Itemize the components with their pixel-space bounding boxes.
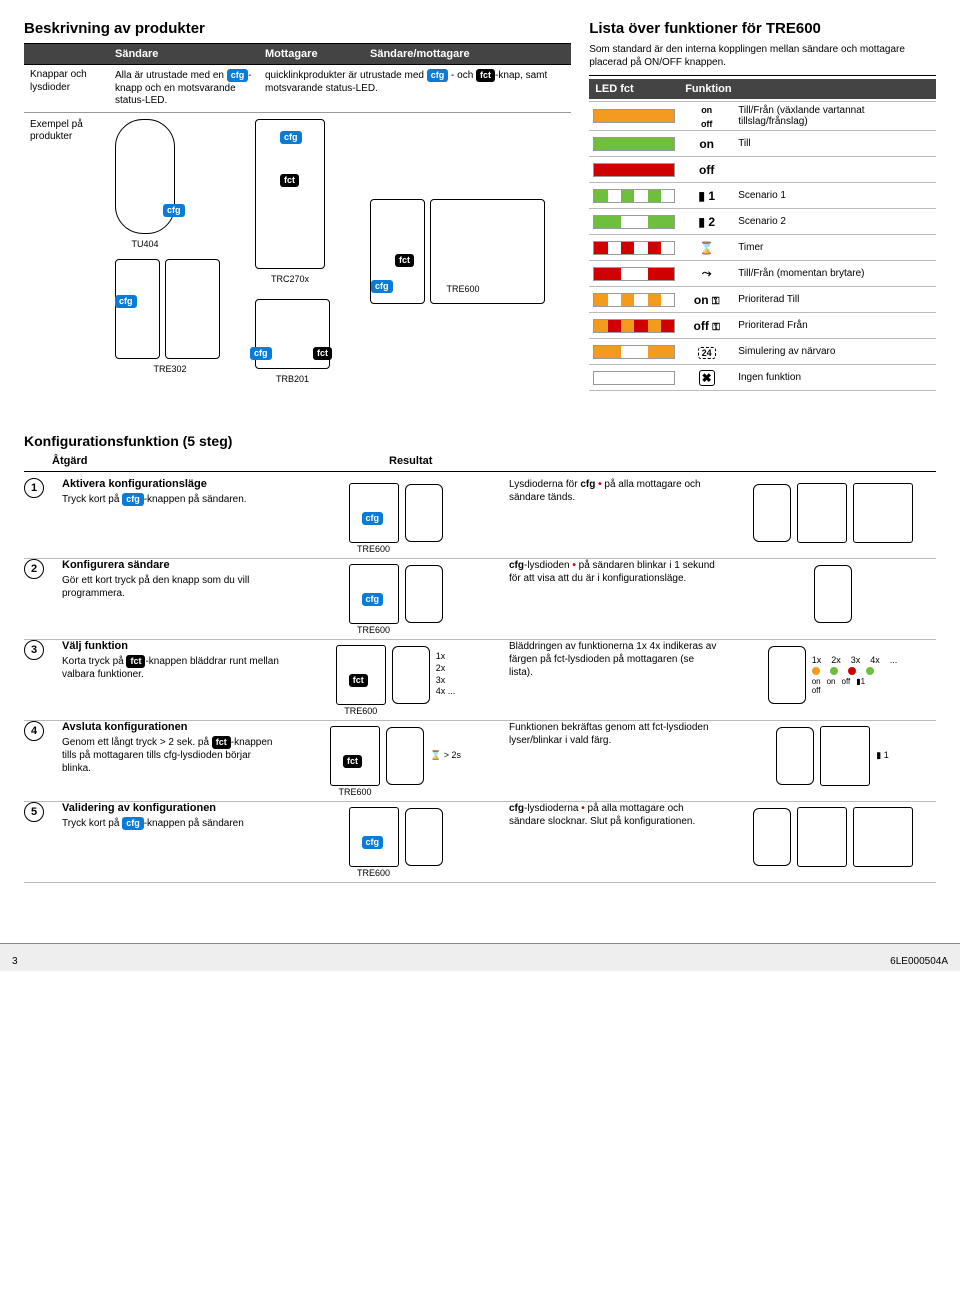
cfg-badge: cfg xyxy=(427,69,449,82)
section-title-config: Konfigurationsfunktion (5 steg) xyxy=(24,433,936,449)
hdr-action: Åtgärd xyxy=(52,455,389,467)
fn-intro: Som standard är den interna kopplingen m… xyxy=(589,43,936,69)
fn-row: ▮ 1Scenario 1 xyxy=(589,183,936,209)
label-tre302: TRE302 xyxy=(140,364,200,374)
section-title-functions: Lista över funktioner för TRE600 xyxy=(589,20,936,37)
cfg-step: 1Aktivera konfigurationslägeTryck kort p… xyxy=(24,478,936,548)
hdr-result: Resultat xyxy=(389,455,599,467)
label-trb201: TRB201 xyxy=(255,374,330,384)
cfg-step: 3Välj funktionKorta tryck på fct-knappen… xyxy=(24,640,936,710)
fn-row: Till/Från (momentan brytare) xyxy=(589,261,936,287)
doc-id: 6LE000504A xyxy=(890,956,948,967)
page-number: 3 xyxy=(12,956,18,967)
spacer xyxy=(24,44,109,65)
th-both: Sändare/mottagare xyxy=(364,44,571,65)
th-receiver: Mottagare xyxy=(259,44,364,65)
fn-row: off Prioriterad Från xyxy=(589,313,936,339)
fn-row: Ingen funktion xyxy=(589,365,936,391)
example-label: Exempel på produkter xyxy=(24,113,109,415)
products-table: Sändare Mottagare Sändare/mottagare Knap… xyxy=(24,43,571,113)
fn-row: on Prioriterad Till xyxy=(589,287,936,313)
device-illustration: cfg TU404 cfg TRE302 cfg fct TRC270x xyxy=(115,119,571,409)
th-sender: Sändare xyxy=(109,44,259,65)
label-tu404: TU404 xyxy=(115,239,175,249)
cfg-step: 2Konfigurera sändareGör ett kort tryck p… xyxy=(24,559,936,629)
receiver-desc: quicklinkprodukter är utrustade med cfg … xyxy=(259,65,571,113)
row-label-buttons: Knappar och lysdioder xyxy=(24,65,109,113)
fn-row: off xyxy=(589,157,936,183)
th-led: LED fct xyxy=(589,79,679,99)
cfg-step: 5Validering av konfigurationenTryck kort… xyxy=(24,802,936,872)
functions-table: LED fct Funktion onoffTill/Från (växland… xyxy=(589,75,936,391)
section-title-products: Beskrivning av produkter xyxy=(24,20,571,37)
cfg-badge: cfg xyxy=(227,69,249,82)
label-trc270x: TRC270x xyxy=(255,274,325,284)
fn-row: onoffTill/Från (växlande vartannat tills… xyxy=(589,102,936,131)
th-fn: Funktion xyxy=(679,79,936,99)
fn-row: Timer xyxy=(589,235,936,261)
fct-badge: fct xyxy=(476,69,495,82)
sender-desc: Alla är utrustade med en cfg-knapp och e… xyxy=(109,65,259,113)
cfg-step: 4Avsluta konfigurationenGenom ett långt … xyxy=(24,721,936,791)
label-tre600: TRE600 xyxy=(433,284,493,294)
fn-row: onTill xyxy=(589,131,936,157)
fn-row: ▮ 2Scenario 2 xyxy=(589,209,936,235)
fn-row: 24Simulering av närvaro xyxy=(589,339,936,365)
